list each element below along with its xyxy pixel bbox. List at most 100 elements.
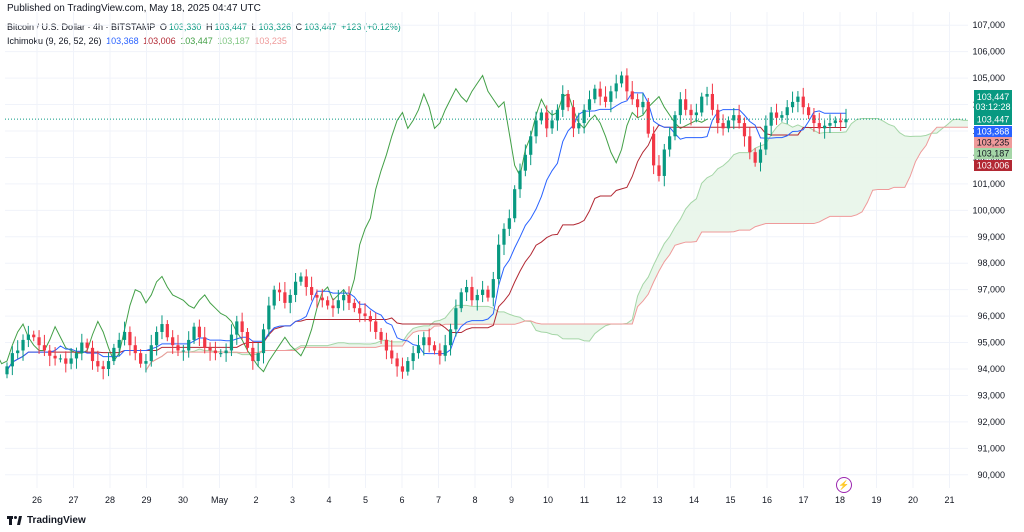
x-tick-label: 13 (652, 495, 662, 505)
candle-body (448, 329, 453, 346)
candle-body (26, 334, 30, 340)
candle-body (523, 154, 527, 171)
candle-body (806, 107, 811, 116)
y-tick-label: 93,000 (977, 390, 1005, 400)
x-tick-label: 17 (798, 495, 808, 505)
countdown-label: 03:12:28 (975, 102, 1010, 112)
candle-body (326, 300, 330, 306)
candle-body (753, 152, 757, 163)
candle-body (384, 339, 389, 351)
candle-body (732, 115, 736, 121)
candle-body (251, 347, 255, 362)
high-value: 103,447 (214, 22, 248, 32)
candle-body (529, 136, 533, 155)
candle-body (454, 308, 458, 330)
x-tick-label: 27 (68, 495, 78, 505)
candle-body (336, 300, 340, 309)
candle-body (534, 120, 538, 137)
candle-body (379, 331, 383, 340)
candle-body (657, 165, 661, 176)
candle-body (272, 289, 276, 306)
candle-body (470, 287, 474, 301)
candle-body (742, 123, 747, 137)
flash-icon[interactable]: ⚡ (836, 477, 852, 493)
y-tick-label: 97,000 (977, 285, 1005, 295)
candle-body (176, 345, 180, 351)
candle-body (839, 120, 843, 123)
candle-body (635, 99, 640, 108)
y-tick-label: 94,000 (977, 364, 1005, 374)
x-tick-label: 6 (399, 495, 404, 505)
y-tick-label: 100,000 (972, 205, 1005, 215)
candle-body (684, 99, 688, 110)
candle-body (582, 109, 586, 124)
candle-body (769, 112, 773, 126)
candle-body (331, 305, 335, 309)
candle-body (299, 276, 303, 282)
candle-body (823, 125, 827, 129)
candle-body (85, 342, 89, 348)
candle-body (438, 350, 442, 356)
candle-body (21, 339, 25, 351)
candle-body (764, 125, 768, 150)
candle-body (390, 350, 394, 359)
candle-body (304, 276, 308, 288)
candle-body (550, 120, 554, 129)
change-value: +123 (+0.12%) (341, 22, 401, 32)
price-tag-label: 103,447 (977, 115, 1010, 125)
candle-body (609, 91, 613, 102)
candle-body (593, 88, 597, 100)
y-tick-label: 90,000 (977, 470, 1005, 480)
candle-body (737, 115, 741, 124)
candle-body (155, 331, 159, 346)
candle-body (700, 96, 704, 113)
candle-body (774, 112, 779, 118)
candle-body (203, 337, 207, 348)
candle-body (721, 123, 725, 129)
candle-body (219, 353, 223, 355)
price-tag (974, 137, 1012, 148)
candle-body (443, 345, 447, 356)
x-tick-label: 8 (472, 495, 477, 505)
x-tick-label: May (211, 495, 229, 505)
tradingview-brand: TradingView (7, 515, 86, 526)
candle-body (790, 101, 795, 108)
candle-body (481, 289, 485, 295)
candle-body (358, 308, 362, 314)
last-price-tag (974, 90, 1012, 114)
candle-body (256, 353, 260, 362)
candle-body (48, 350, 52, 356)
candle-body (37, 337, 41, 346)
candle-body (598, 88, 602, 97)
candle-body (673, 115, 677, 137)
x-tick-label: 10 (543, 495, 553, 505)
x-tick-label: 12 (616, 495, 626, 505)
ichimoku-cloud (145, 118, 968, 371)
candle-body (411, 353, 415, 362)
price-tag-label: 103,235 (977, 138, 1010, 148)
candle-body (229, 334, 234, 351)
candle-body (641, 101, 645, 108)
candle-body (561, 93, 565, 110)
candle-body (796, 96, 800, 102)
x-tick-label: 30 (178, 495, 188, 505)
price-tag (974, 126, 1012, 137)
symbol-title: Bitcoin / U.S. Dollar · 4h · BITSTAMP (7, 22, 156, 32)
candle-body (646, 101, 650, 134)
candle-body (518, 170, 522, 190)
candle-body (748, 136, 752, 153)
candle-body (577, 123, 581, 129)
y-tick-label: 91,000 (977, 443, 1005, 453)
candle-body (320, 297, 324, 301)
candle-body (117, 339, 121, 348)
conversion-value: 103,368 (106, 36, 139, 46)
candle-body (395, 358, 399, 367)
price-tag (974, 160, 1012, 171)
candle-body (539, 112, 543, 121)
candle-body (342, 294, 346, 301)
candle-body (459, 292, 463, 309)
y-tick-label: 96,000 (977, 311, 1005, 321)
candle-body (801, 96, 805, 108)
